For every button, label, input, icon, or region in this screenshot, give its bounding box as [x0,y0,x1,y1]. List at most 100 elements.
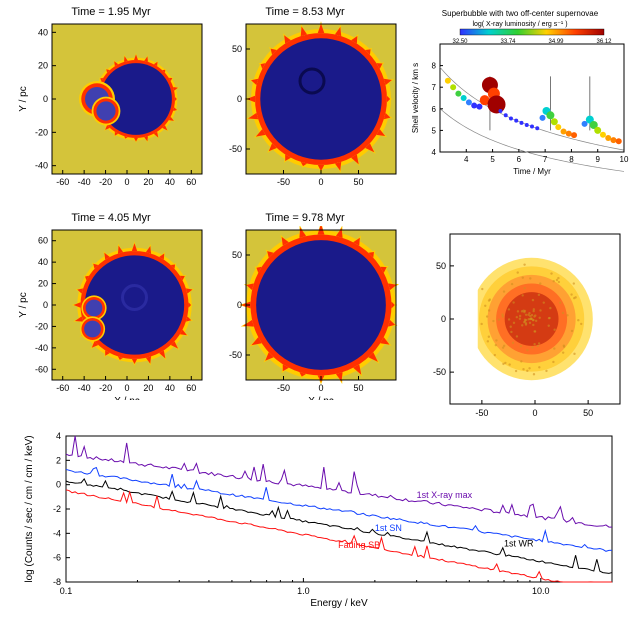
scatter-point [445,78,451,84]
svg-text:Y / pc: Y / pc [18,292,29,317]
sim-plot: -60-40-200204060-40-2002040Y / pc [16,20,206,194]
svg-text:-50: -50 [229,350,242,360]
svg-text:-40: -40 [78,383,91,393]
scatter-point [600,132,606,138]
svg-text:60: 60 [186,383,196,393]
svg-text:-60: -60 [56,177,69,187]
scatter-panel: Superbubble with two off-center supernov… [410,6,630,176]
scatter-point [530,125,534,129]
scatter-point [610,137,616,143]
svg-text:0: 0 [56,480,61,490]
svg-text:10.0: 10.0 [532,586,550,596]
svg-text:7: 7 [432,83,437,92]
svg-text:-8: -8 [53,577,61,587]
svg-text:40: 40 [165,383,175,393]
scatter-point [471,103,477,109]
sim-panel-p2: Time = 8.53 Myr-50050-50050 [210,6,400,194]
svg-text:Energy / keV: Energy / keV [310,598,368,609]
sim-plot: -50 0 50 -50 0 50 X / pc [210,226,400,400]
svg-text:60: 60 [186,177,196,187]
svg-text:10: 10 [620,155,629,164]
sim-panel-p3: Time = 4.05 Myr-60-40-200204060-60-40-20… [16,212,206,400]
sim-panel-p1: Time = 1.95 Myr-60-40-200204060-40-20020… [16,6,206,194]
svg-text:40: 40 [38,27,48,37]
scatter-point [594,127,601,134]
svg-text:6: 6 [432,105,437,114]
svg-text:4: 4 [464,155,469,164]
svg-text:20: 20 [143,383,153,393]
svg-text:-20: -20 [35,321,48,331]
svg-text:0: 0 [237,300,242,310]
svg-text:log (Counts / sec / cm / cm /: log (Counts / sec / cm / cm / keV) [24,435,35,582]
svg-text:-60: -60 [35,364,48,374]
scatter-point [546,111,554,119]
curve-label: 1st X-ray max [417,490,473,500]
svg-text:X / pc: X / pc [114,396,140,400]
scatter-point [488,95,506,113]
scatter-point [540,115,546,121]
spectrum-panel: 0.11.010.0-8-6-4-20241st X-ray max1st SN… [22,430,622,610]
projection-panel: -50050-50050 [420,230,624,424]
svg-text:40: 40 [165,177,175,187]
svg-text:4: 4 [432,148,437,157]
scatter-point [571,132,577,138]
svg-text:0: 0 [237,94,242,104]
scatter-point [514,119,518,123]
svg-text:50: 50 [232,44,242,54]
svg-text:-20: -20 [35,127,48,137]
svg-text:-40: -40 [78,177,91,187]
scatter-point [605,135,611,141]
panel-title: Time = 4.05 Myr [16,212,206,224]
scatter-point [555,124,561,130]
svg-text:2: 2 [56,455,61,465]
scatter-point [566,131,572,137]
svg-text:7: 7 [543,155,548,164]
svg-text:-50: -50 [277,383,290,393]
svg-text:50: 50 [353,383,363,393]
svg-text:50: 50 [232,250,242,260]
sim-plot: -50050-50050 [210,20,400,194]
svg-text:Shell velocity / km s: Shell velocity / km s [411,63,420,133]
svg-text:0: 0 [318,177,323,187]
svg-text:-50: -50 [475,408,488,418]
svg-text:-4: -4 [53,528,61,538]
scatter-point [551,118,558,125]
svg-text:X / pc: X / pc [308,396,334,400]
svg-text:20: 20 [143,177,153,187]
svg-text:4: 4 [56,431,61,441]
svg-text:0: 0 [441,314,446,324]
svg-text:20: 20 [38,279,48,289]
svg-text:-50: -50 [229,144,242,154]
svg-text:5: 5 [432,126,437,135]
svg-text:-20: -20 [99,383,112,393]
svg-text:9: 9 [595,155,600,164]
scatter-point [461,95,467,101]
panel-title: Time = 8.53 Myr [210,6,400,18]
scatter-point [519,121,523,125]
svg-text:0: 0 [318,383,323,393]
scatter-point [561,128,567,134]
scatter-point [450,84,456,90]
svg-text:6: 6 [517,155,522,164]
scatter-title: Superbubble with two off-center supernov… [442,9,599,18]
svg-text:40: 40 [38,257,48,267]
curve-label: 1st SN [375,523,402,533]
svg-text:1.0: 1.0 [297,586,310,596]
svg-text:5: 5 [490,155,495,164]
svg-text:-20: -20 [99,177,112,187]
svg-text:8: 8 [432,62,437,71]
curve-label: Fading SB [338,540,380,550]
scatter-point [509,117,513,121]
scatter-point [455,91,461,97]
svg-text:Time / Myr: Time / Myr [513,167,551,176]
svg-text:-50: -50 [277,177,290,187]
svg-text:0: 0 [43,300,48,310]
svg-text:8: 8 [569,155,574,164]
svg-text:50: 50 [436,261,446,271]
scatter-point [498,109,502,113]
svg-text:log( X-ray luminosity / erg s⁻: log( X-ray luminosity / erg s⁻¹ ) [472,21,567,28]
scatter-point [616,138,622,144]
svg-text:-2: -2 [53,504,61,514]
scatter-point [535,126,539,130]
svg-text:-40: -40 [35,343,48,353]
